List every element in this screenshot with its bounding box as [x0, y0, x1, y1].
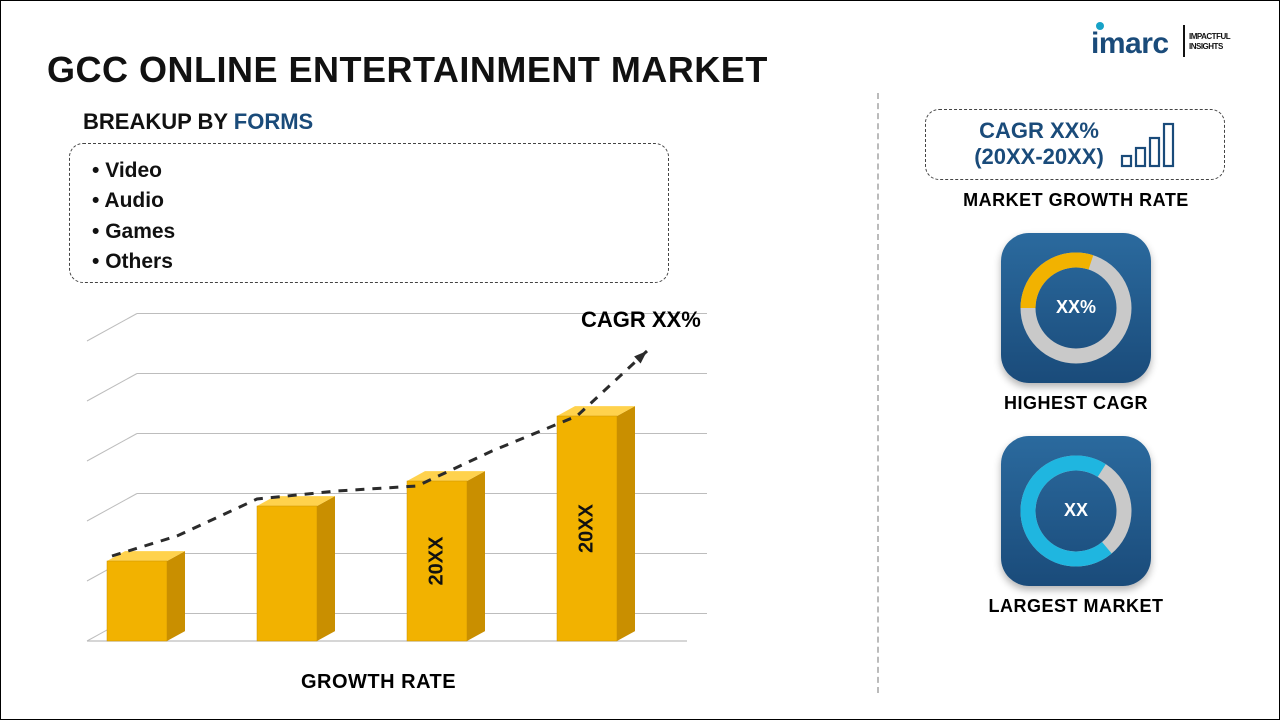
brand-logo: imarc IMPACTFUL INSIGHTS	[1091, 19, 1251, 63]
logo-svg: imarc IMPACTFUL INSIGHTS	[1091, 19, 1251, 63]
highest-cagr-caption: HIGHEST CAGR	[921, 393, 1231, 414]
cagr-annotation: CAGR XX%	[581, 307, 701, 333]
highest-cagr-tile: XX%	[1001, 233, 1151, 383]
logo-tagline-2: INSIGHTS	[1189, 42, 1224, 51]
forms-box: Video Audio Games Others	[69, 143, 669, 283]
logo-tagline-1: IMPACTFUL	[1189, 32, 1231, 41]
growth-chart: 20XX 20XX	[87, 331, 707, 661]
forms-list: Video Audio Games Others	[92, 156, 646, 278]
list-item: Video	[92, 156, 646, 186]
largest-market-tile: XX	[1001, 436, 1151, 586]
cagr-caption: MARKET GROWTH RATE	[921, 190, 1231, 211]
subtitle-prefix: BREAKUP BY	[83, 109, 234, 134]
subtitle-accent: FORMS	[234, 109, 313, 134]
list-item: Audio	[92, 186, 646, 216]
chart-svg: 20XX 20XX	[87, 331, 707, 661]
page-title: GCC ONLINE ENTERTAINMENT MARKET	[47, 49, 768, 91]
svg-text:20XX: 20XX	[425, 536, 447, 586]
list-item: Games	[92, 217, 646, 247]
breakup-subtitle: BREAKUP BY FORMS	[83, 109, 313, 135]
cagr-line2: (20XX-20XX)	[974, 144, 1104, 169]
list-item: Others	[92, 247, 646, 277]
right-column: CAGR XX% (20XX-20XX) MARKET GROWTH RATE …	[921, 109, 1231, 617]
cagr-card: CAGR XX% (20XX-20XX)	[925, 109, 1225, 180]
donut2-label: XX	[1064, 500, 1088, 521]
svg-text:20XX: 20XX	[575, 503, 597, 553]
logo-text: imarc	[1091, 27, 1169, 60]
cagr-card-text: CAGR XX% (20XX-20XX)	[974, 118, 1104, 171]
mini-bar-icon	[1118, 120, 1176, 168]
chart-xlabel: GROWTH RATE	[301, 671, 456, 694]
largest-market-caption: LARGEST MARKET	[921, 596, 1231, 617]
donut1-label: XX%	[1056, 297, 1096, 318]
section-divider	[877, 93, 879, 693]
cagr-line1: CAGR XX%	[979, 118, 1099, 143]
